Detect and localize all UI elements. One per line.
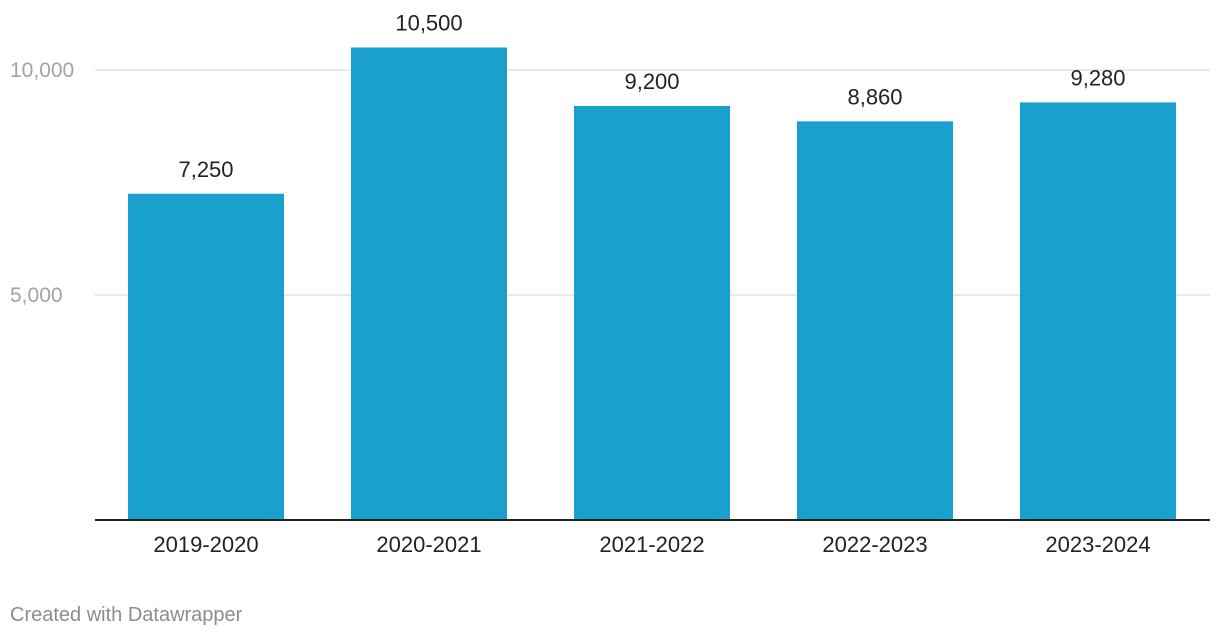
bars [128,47,1176,521]
x-tick-label: 2021-2022 [599,532,704,557]
data-label: 10,500 [395,11,462,36]
data-labels: 7,250 10,500 9,200 8,860 9,280 [178,11,1125,182]
x-tick-label: 2020-2021 [376,532,481,557]
x-axis-tick-labels: 2019-2020 2020-2021 2021-2022 2022-2023 2023… [153,532,1150,557]
x-tick-label: 2022-2023 [822,532,927,557]
bar [1020,102,1176,521]
bar [351,47,507,520]
x-tick-label: 2019-2020 [153,532,258,557]
bar [574,106,730,520]
data-label: 9,280 [1070,65,1125,90]
bar [797,121,953,521]
data-label: 8,860 [847,84,902,109]
bar [128,193,284,520]
y-tick-label: 10,000 [10,59,74,82]
footer-credit: Created with Datawrapper [10,604,243,626]
y-axis-tick-labels: 5,000 10,000 [10,59,74,307]
x-tick-label: 2023-2024 [1045,532,1150,557]
data-label: 7,250 [178,157,233,182]
y-tick-label: 5,000 [10,284,63,307]
data-label: 9,200 [624,69,679,94]
